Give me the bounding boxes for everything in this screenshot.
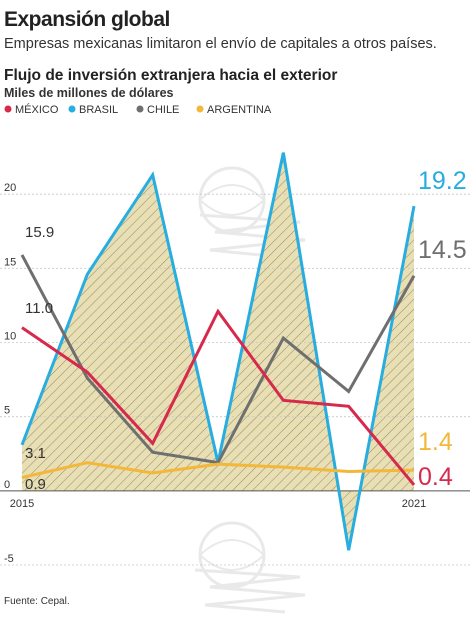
subheadline: Empresas mexicanas limitaron el envío de… — [4, 36, 437, 52]
y-axis-ticks: -5 0 5 10 15 20 — [4, 182, 16, 565]
legend-swatch — [196, 105, 204, 113]
brasil-area-fill — [22, 152, 414, 551]
value-labels: 11.0 0.4 3.1 19.2 15.9 14.5 0.9 1.4 — [25, 167, 467, 493]
legend-item: BRASIL — [68, 104, 118, 116]
end-value-label: 0.4 — [418, 463, 453, 491]
y-tick-label: 20 — [4, 182, 16, 194]
legend-item: CHILE — [136, 104, 179, 116]
legend-label: CHILE — [147, 104, 179, 116]
x-tick-label: 2021 — [402, 498, 426, 510]
start-value-label: 11.0 — [25, 300, 53, 317]
gridlines — [0, 193, 470, 566]
end-value-label: 14.5 — [418, 236, 467, 264]
series-line-argentina — [21, 461, 415, 479]
x-axis-ticks: 2015 2021 — [10, 498, 426, 510]
legend-swatch — [136, 105, 144, 113]
end-value-label: 19.2 — [418, 167, 467, 195]
start-value-label: 3.1 — [25, 445, 46, 462]
legend-item: ARGENTINA — [196, 104, 272, 116]
start-value-label: 0.9 — [25, 476, 46, 493]
legend: MÉXICO BRASIL CHILE ARGENTINA — [4, 103, 272, 116]
legend-swatch — [4, 105, 12, 113]
y-tick-label: 10 — [4, 331, 16, 343]
y-tick-label: 5 — [4, 405, 10, 417]
headline: Expansión global — [4, 8, 170, 31]
start-value-label: 15.9 — [25, 224, 54, 241]
y-tick-label: -5 — [4, 553, 14, 565]
legend-label: ARGENTINA — [207, 104, 272, 116]
unit-label: Miles de millones de dólares — [4, 86, 174, 100]
legend-label: MÉXICO — [15, 103, 59, 116]
legend-swatch — [68, 105, 76, 113]
source-note: Fuente: Cepal. — [4, 596, 70, 607]
series-lines — [20, 152, 416, 551]
legend-item: MÉXICO — [4, 103, 59, 116]
end-value-label: 1.4 — [418, 428, 453, 456]
y-tick-label: 0 — [4, 479, 10, 491]
chart-title: Flujo de inversión extranjera hacia el e… — [4, 67, 337, 84]
y-tick-label: 15 — [4, 256, 16, 268]
series-line-méxico — [21, 308, 416, 486]
x-tick-label: 2015 — [10, 498, 34, 510]
legend-label: BRASIL — [79, 104, 118, 116]
